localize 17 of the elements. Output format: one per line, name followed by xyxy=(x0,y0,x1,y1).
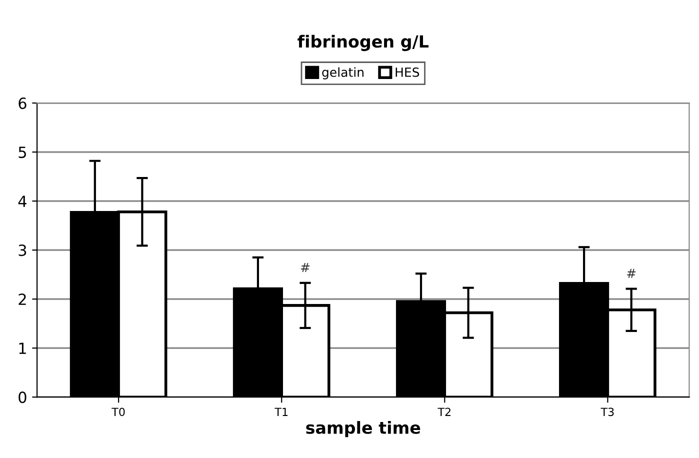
y-tick-label: 4 xyxy=(18,196,26,207)
legend-label: gelatin xyxy=(322,67,364,80)
x-tick-label: T2 xyxy=(438,408,450,416)
y-tick-label: 1 xyxy=(19,342,26,354)
y-tick-label: 3 xyxy=(18,244,26,256)
annotation: # xyxy=(300,262,310,272)
x-tick-label: T0 xyxy=(112,408,125,416)
y-tick-label: 2 xyxy=(18,294,26,305)
y-tick-label: 6 xyxy=(18,98,26,110)
y-tick-label: 5 xyxy=(18,146,26,158)
chart-title: fibrinogen g/L xyxy=(298,34,429,52)
x-tick-label: T1 xyxy=(274,408,288,416)
x-tick-label: T3 xyxy=(600,408,614,416)
legend-label: HES xyxy=(396,67,420,77)
y-tick-label: 0 xyxy=(18,392,26,404)
annotation: # xyxy=(627,268,636,278)
x-axis-title: sample time xyxy=(306,421,420,438)
